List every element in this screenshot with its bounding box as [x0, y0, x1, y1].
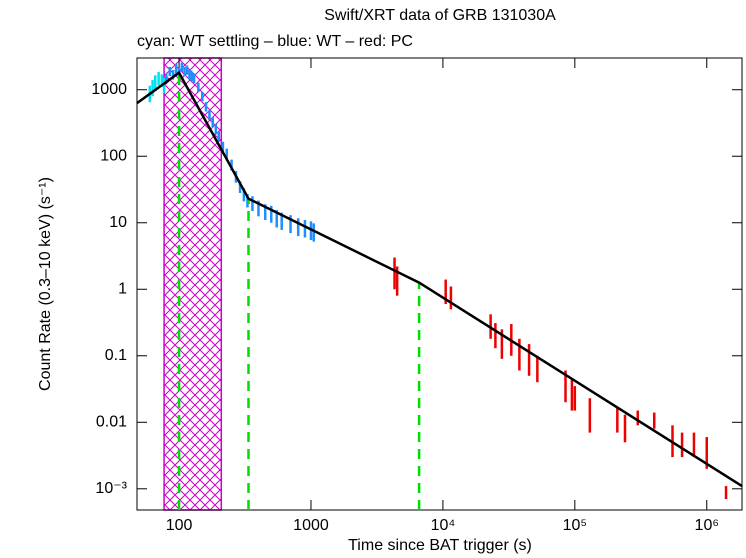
- x-tick-label: 1000: [293, 517, 329, 534]
- x-tick-label: 10⁵: [563, 517, 587, 534]
- x-tick-label: 100: [166, 517, 193, 534]
- y-tick-label: 10: [109, 214, 127, 231]
- x-tick-label: 10⁶: [695, 517, 719, 534]
- y-tick-label: 1000: [91, 81, 127, 98]
- y-tick-label: 0.1: [105, 347, 127, 364]
- x-tick-label: 10⁴: [431, 517, 456, 534]
- y-tick-label: 1: [118, 280, 127, 297]
- plot-frame: [136, 57, 743, 511]
- chart-title: Swift/XRT data of GRB 131030A: [324, 7, 556, 24]
- y-tick-label: 100: [100, 147, 127, 164]
- model-line: [136, 70, 743, 488]
- chart-subtitle: cyan: WT settling – blue: WT – red: PC: [137, 33, 413, 50]
- x-axis-label: Time since BAT trigger (s): [348, 537, 532, 554]
- y-tick-label: 0.01: [96, 414, 127, 431]
- y-axis-label: Count Rate (0.3–10 keV) (s⁻¹): [37, 177, 54, 391]
- y-tick-label: 10⁻³: [95, 480, 127, 497]
